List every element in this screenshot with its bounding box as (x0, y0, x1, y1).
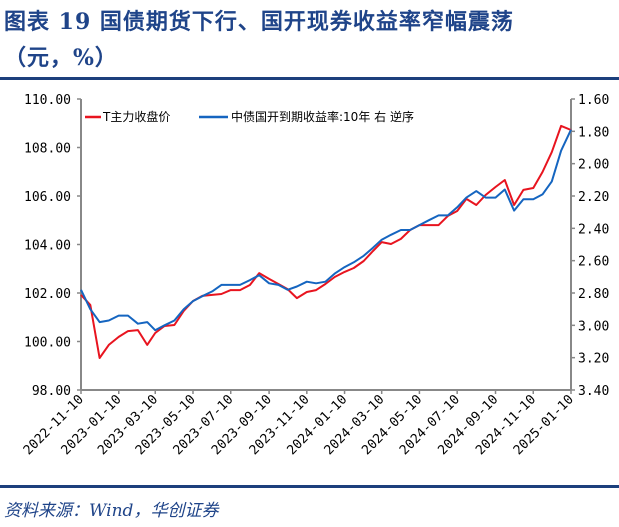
right-tick-label: 1.60 (578, 93, 609, 108)
right-tick-label: 2.60 (578, 255, 609, 270)
right-tick-label: 3.00 (578, 319, 609, 334)
left-tick-label: 104.00 (24, 239, 71, 254)
legend-label-cdb-yield: 中债国开到期收益率:10年 右 逆序 (231, 109, 414, 124)
right-tick-label: 2.00 (578, 158, 609, 173)
right-tick-label: 2.40 (578, 222, 609, 237)
legend: T主力收盘价 中债国开到期收益率:10年 右 逆序 (85, 109, 414, 124)
top-divider (0, 77, 619, 80)
right-tick-label: 2.80 (578, 287, 609, 302)
series-line-cdb-yield (80, 129, 572, 332)
series-line-t-price (80, 124, 572, 359)
left-tick-label: 106.00 (24, 190, 71, 205)
left-tick-label: 108.00 (24, 142, 71, 157)
right-tick-label: 2.20 (578, 190, 609, 205)
bottom-divider (0, 485, 619, 488)
chart-unit: （元，%） (4, 45, 118, 71)
source-note: 资料来源：Wind，华创证券 (4, 501, 219, 521)
left-tick-label: 100.00 (24, 336, 71, 351)
left-tick-label: 110.00 (24, 93, 71, 108)
chart-title: 图表 19 国债期货下行、国开现券收益率窄幅震荡 (4, 9, 514, 35)
left-tick-label: 102.00 (24, 287, 71, 302)
right-tick-label: 3.40 (578, 384, 609, 399)
legend-label-t-price: T主力收盘价 (102, 109, 170, 124)
right-tick-label: 3.20 (578, 352, 609, 367)
left-tick-label: 98.00 (32, 384, 71, 399)
right-tick-label: 1.80 (578, 125, 609, 140)
